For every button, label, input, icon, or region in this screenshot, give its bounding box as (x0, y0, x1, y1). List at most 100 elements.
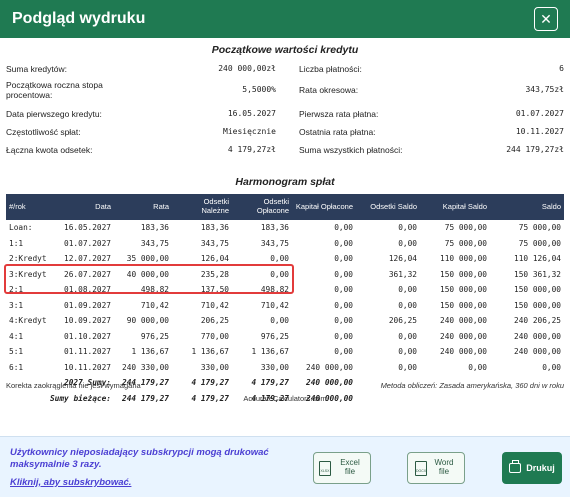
excel-file-button[interactable]: XLSX Excel file (313, 452, 371, 484)
table-cell: 1 136,67 (191, 347, 229, 357)
table-cell: 330,00 (200, 362, 229, 372)
table-cell: 4:Kredyt (9, 316, 47, 326)
table-cell: 01.10.2027 (64, 331, 111, 341)
method-note: Metoda obliczeń: Zasada amerykańska, 360… (380, 381, 564, 390)
summary-label: Rata okresowa: (299, 85, 359, 95)
summary-label: Data pierwszego kredytu: (6, 109, 102, 119)
table-cell: 12.07.2027 (64, 254, 111, 264)
table-cell: 150 361,32 (514, 269, 561, 279)
table-cell: 0,00 (334, 285, 353, 295)
rounding-note: Korekta zaokrąglenia nie jest wymagana (6, 381, 141, 390)
table-cell: 150 000,00 (514, 300, 561, 310)
table-cell: 0,00 (334, 347, 353, 357)
table-cell: 110 126,04 (514, 254, 561, 264)
table-cell: 26.07.2027 (64, 269, 111, 279)
sum-value: 240 000,00 (306, 393, 353, 403)
subscribe-link[interactable]: Kliknij, aby subskrybować. (10, 476, 132, 488)
table-row: Loan: 16.05.2027 183,36 183,36 183,36 0,00 0,0… (6, 220, 564, 236)
table-cell: Loan: (9, 223, 33, 233)
schedule-title: Harmonogram spłat (235, 176, 335, 188)
summary-label: Początkowa roczna stopa procentowa: (6, 80, 103, 101)
table-row: 2:Kredyt 12.07.2027 35 000,00 126,04 0,00 0,0… (6, 251, 564, 267)
table-cell: 183,36 (140, 223, 169, 233)
table-cell: 2:Kredyt (9, 254, 47, 264)
col-header: Data (56, 194, 114, 220)
table-row: 5:1 01.11.2027 1 136,67 1 136,67 1 136,67 0,0… (6, 344, 564, 360)
table-cell: 3:Kredyt (9, 269, 47, 279)
table-cell: 110 000,00 (440, 254, 487, 264)
table-cell: 0,00 (334, 269, 353, 279)
sum-value: 244 179,27 (122, 378, 169, 388)
table-cell: 0,00 (398, 331, 417, 341)
table-cell: 343,75 (200, 238, 229, 248)
table-cell: 126,04 (200, 254, 229, 264)
table-cell: 0,00 (398, 285, 417, 295)
table-cell: 16.05.2027 (64, 223, 111, 233)
table-cell: 0,00 (334, 331, 353, 341)
table-cell: 206,25 (388, 316, 417, 326)
subscription-notice: Użytkownicy nieposiadający subskrypcji m… (10, 447, 280, 489)
sum-value: 4 179,27 (251, 393, 289, 403)
sum-value: 244 179,27 (122, 393, 169, 403)
table-row: 3:1 01.09.2027 710,42 710,42 710,42 0,00 0,00 1… (6, 298, 564, 314)
table-cell: 40 000,00 (126, 269, 169, 279)
table-cell: 240 000,00 (306, 362, 353, 372)
summary-value: 10.11.2027 (515, 127, 564, 136)
sum-value: 240 000,00 (306, 378, 353, 388)
table-cell: 5:1 (9, 347, 24, 357)
table-cell: 240 000,00 (440, 316, 487, 326)
table-cell: 0,00 (398, 238, 417, 248)
table-cell: 498,82 (140, 285, 169, 295)
table-cell: 183,36 (200, 223, 229, 233)
table-cell: 35 000,00 (126, 254, 169, 264)
table-cell: 75 000,00 (518, 223, 561, 233)
excel-file-icon: XLSX (319, 460, 331, 476)
col-header: Rata (114, 194, 172, 220)
col-header: Odsetki Saldo (356, 194, 420, 220)
table-cell: 770,00 (200, 331, 229, 341)
col-header: Kapitał Saldo (420, 194, 490, 220)
schedule-table: #/rok Data Rata Odsetki Należne Odsetki … (6, 194, 564, 406)
table-cell: 75 000,00 (444, 223, 487, 233)
word-file-button[interactable]: DOCX Word file (407, 452, 465, 484)
table-row: 2:1 01.08.2027 498,82 137,50 498,82 0,00 0,00 1… (6, 282, 564, 298)
excel-file-label: Excel file (340, 458, 360, 476)
table-cell: 01.11.2027 (64, 347, 111, 357)
table-cell: 0,00 (398, 347, 417, 357)
table-cell: 330,00 (260, 362, 289, 372)
table-cell: 3:1 (9, 300, 24, 310)
summary-section: Suma kredytów: 240 000,00zł Liczba płatn… (6, 64, 564, 168)
table-cell: 0,00 (468, 362, 487, 372)
notice-text: Użytkownicy nieposiadający subskrypcji m… (10, 447, 269, 471)
table-cell: 206,25 (200, 316, 229, 326)
close-icon[interactable]: ✕ (534, 7, 558, 31)
print-label: Drukuj (526, 463, 555, 473)
col-header: Saldo (490, 194, 564, 220)
sum-value: 4 179,27 (251, 378, 289, 388)
table-cell: 01.09.2027 (64, 300, 111, 310)
table-cell: 2:1 (9, 285, 24, 295)
table-cell: 240 330,00 (122, 362, 169, 372)
table-cell: 710,42 (260, 300, 289, 310)
summary-label: Łączna kwota odsetek: (6, 145, 93, 155)
table-cell: 183,36 (260, 223, 289, 233)
table-cell: 976,25 (140, 331, 169, 341)
summary-value: 6 (559, 64, 564, 73)
site-name: AccurateCalculators.com (243, 394, 327, 403)
printer-icon (509, 460, 522, 473)
table-cell: 1 136,67 (251, 347, 289, 357)
summary-label: Pierwsza rata płatna: (299, 109, 379, 119)
summary-value: 01.07.2027 (515, 109, 564, 118)
table-cell: 150 000,00 (440, 285, 487, 295)
word-file-label: Word file (434, 458, 454, 476)
table-cell: 498,82 (260, 285, 289, 295)
table-cell: 0,00 (334, 238, 353, 248)
table-cell: 240 206,25 (514, 316, 561, 326)
table-cell: 0,00 (334, 254, 353, 264)
print-button[interactable]: Drukuj (502, 452, 562, 484)
summary-value: 16.05.2027 (227, 109, 276, 118)
table-cell: 0,00 (398, 362, 417, 372)
table-cell: 1 136,67 (131, 347, 169, 357)
summary-value: 4 179,27zł (227, 145, 276, 154)
summary-title: Początkowe wartości kredytu (211, 44, 359, 56)
